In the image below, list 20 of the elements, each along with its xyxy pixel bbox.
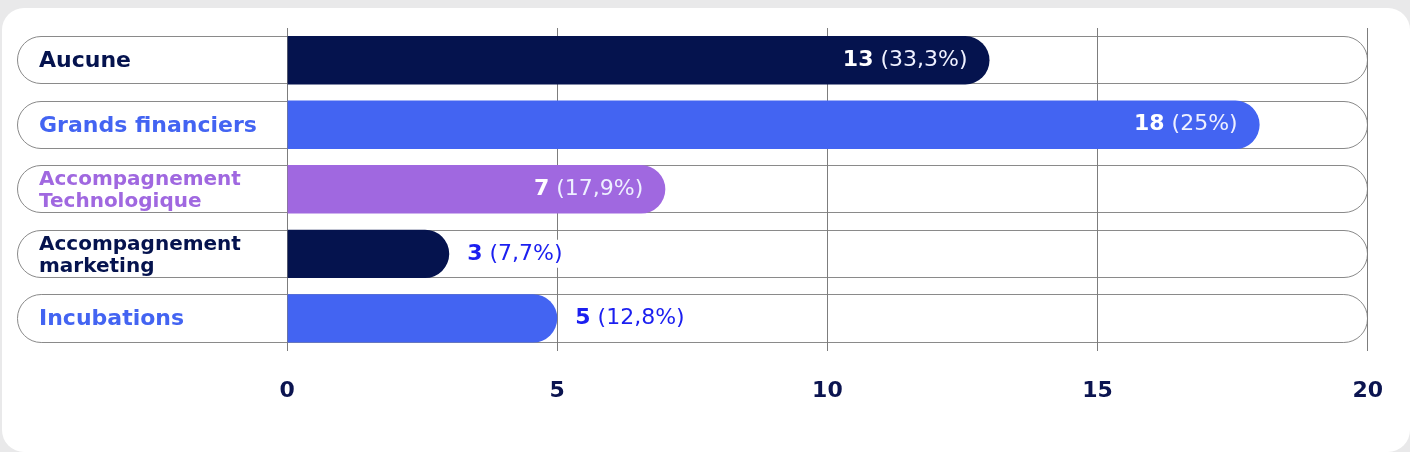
y-tick-label: Aucune: [39, 46, 132, 75]
y-tick-label: Grands financiers: [39, 110, 258, 139]
y-tick-label: Accompagnement Technologique: [39, 165, 242, 214]
data-label: 3 (7,7%): [467, 239, 563, 265]
x-tick-label: 20: [1352, 376, 1383, 402]
x-tick-label: 0: [279, 376, 295, 402]
data-label: 7 (17,9%): [533, 175, 644, 201]
data-label: 18 (25%): [1133, 110, 1238, 136]
data-label: 13 (33,3%): [842, 45, 968, 71]
x-tick-label: 5: [549, 376, 565, 402]
bar: [287, 229, 450, 279]
bar: [287, 165, 666, 214]
bar: [287, 100, 1260, 149]
data-label: 5 (12,8%): [575, 304, 685, 330]
x-tick-label: 15: [1082, 376, 1113, 402]
bar: [287, 294, 558, 343]
bar: [287, 36, 990, 85]
x-tick-label: 10: [812, 376, 843, 402]
y-tick-label: Incubations: [39, 304, 186, 333]
y-tick-label: Accompagnement marketing: [39, 229, 242, 278]
